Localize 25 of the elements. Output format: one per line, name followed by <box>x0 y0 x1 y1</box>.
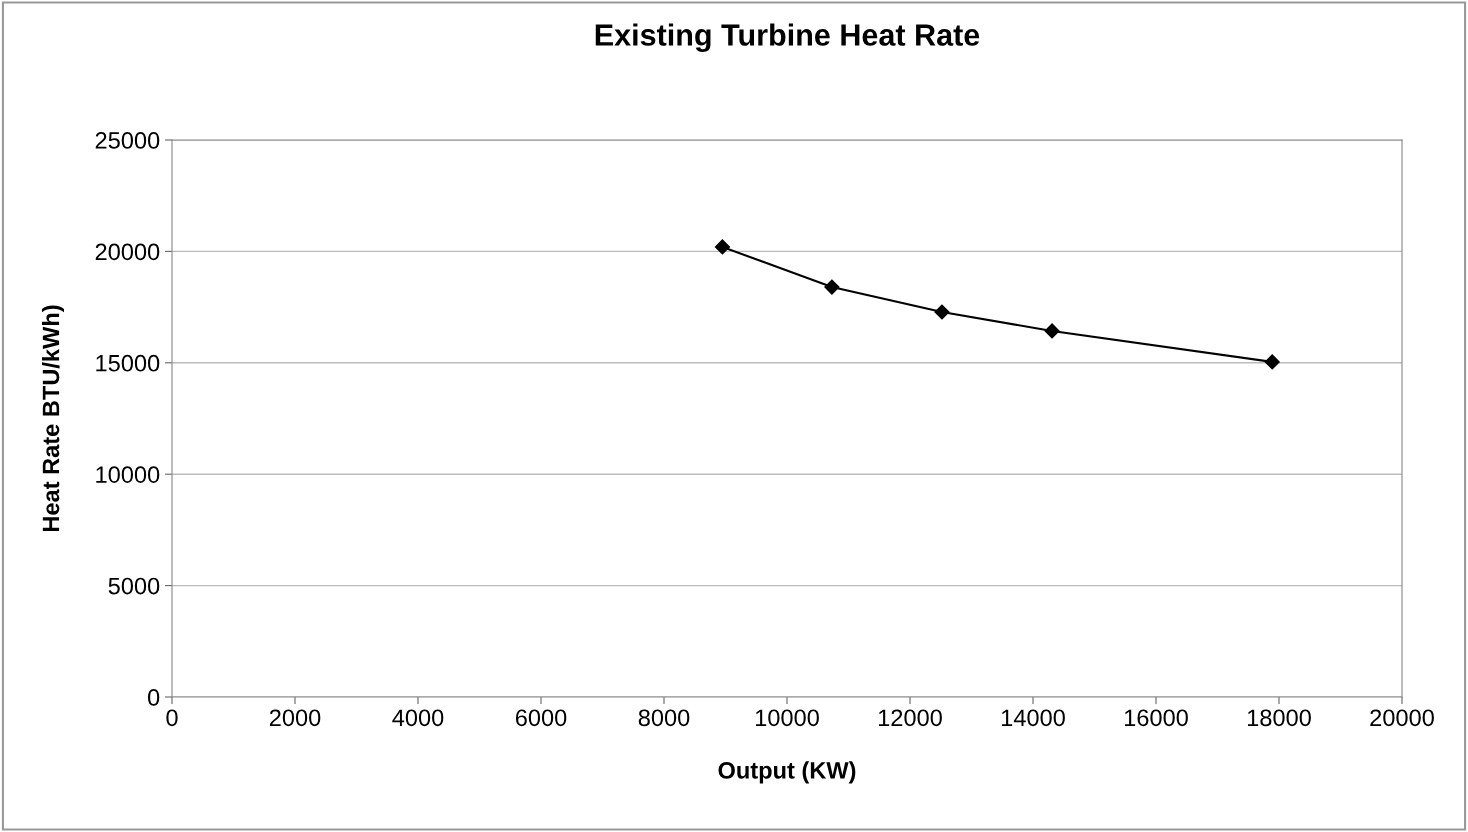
x-tick-label: 4000 <box>392 709 444 727</box>
point <box>1044 323 1060 339</box>
point <box>824 279 840 295</box>
x-axis-title: Output (KW) <box>718 761 856 784</box>
y-tick-label: 5000 <box>108 577 160 595</box>
y-tick-label: 20000 <box>95 243 160 261</box>
x-tick-label: 2000 <box>269 709 321 727</box>
x-tick-label: 18000 <box>1247 709 1311 727</box>
x-tick-label: 16000 <box>1124 709 1188 727</box>
chart-title: Existing Turbine Heat Rate <box>595 23 980 53</box>
x-tick-label: 14000 <box>1001 709 1065 727</box>
x-tick-label: 20000 <box>1370 709 1434 727</box>
x-tick-label: 0 <box>166 709 178 727</box>
y-tick-label: 0 <box>147 689 160 706</box>
y-tick-label: 25000 <box>95 132 160 149</box>
point <box>934 304 950 320</box>
x-tick-label: 12000 <box>878 709 942 727</box>
x-tick-label: 8000 <box>638 709 690 727</box>
y-tick-label: 10000 <box>96 466 160 483</box>
y-tick-label: 15000 <box>96 354 160 372</box>
x-tick-label: 6000 <box>515 709 567 727</box>
x-tick-label: 10000 <box>755 709 819 727</box>
y-axis-title: Heat Rate BTU/kWh) <box>41 305 64 532</box>
point <box>714 239 730 255</box>
point <box>1264 354 1280 370</box>
